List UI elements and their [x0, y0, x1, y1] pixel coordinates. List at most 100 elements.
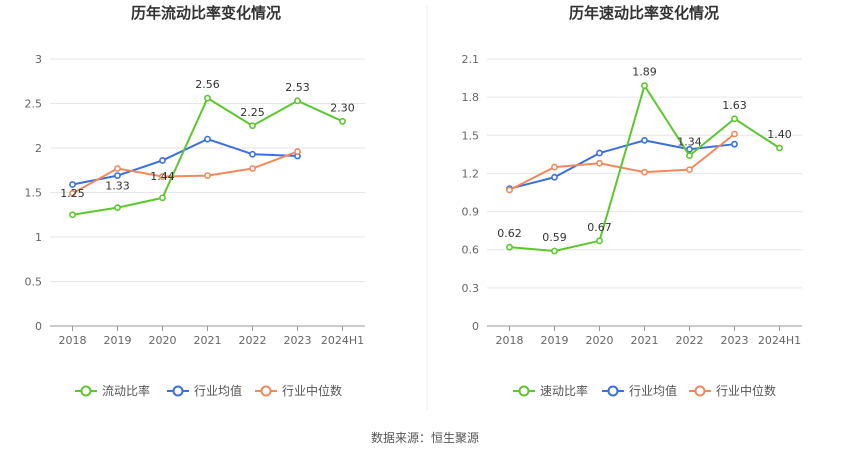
chart-title: 历年速动比率变化情况: [569, 4, 719, 22]
x-tick-label: 2024H1: [321, 334, 364, 347]
x-tick-label: 2022: [239, 334, 267, 347]
y-tick-label: 1.2: [462, 167, 480, 180]
legend-item-median[interactable]: 行业中位数: [689, 383, 776, 398]
x-tick-label: 2018: [59, 334, 87, 347]
source-label: 数据来源：恒生聚源: [371, 430, 479, 445]
legend-item-median[interactable]: 行业中位数: [255, 383, 342, 398]
x-tick-label: 2021: [194, 334, 222, 347]
data-label: 1.44: [150, 170, 175, 183]
data-point-main[interactable]: [506, 243, 513, 251]
legend-marker: [172, 385, 184, 397]
legend-item-main[interactable]: 速动比率: [513, 383, 588, 398]
data-point-main[interactable]: [641, 82, 648, 90]
data-label: 0.59: [542, 231, 567, 244]
y-tick-label: 0: [472, 320, 479, 333]
x-tick-label: 2020: [586, 334, 614, 347]
legend-item-avg[interactable]: 行业均值: [167, 383, 242, 398]
y-tick-label: 2.1: [462, 53, 480, 66]
data-point-avg[interactable]: [641, 136, 648, 144]
legend-marker: [518, 385, 530, 397]
data-point-main[interactable]: [69, 211, 76, 219]
y-tick-label: 1.8: [462, 91, 480, 104]
legend-label: 行业中位数: [282, 383, 342, 398]
data-point-avg[interactable]: [69, 181, 76, 188]
y-tick-label: 1.5: [25, 187, 43, 200]
data-label: 0.62: [497, 227, 522, 240]
data-point-avg[interactable]: [114, 172, 121, 179]
data-label: 2.53: [285, 81, 310, 94]
data-point-avg[interactable]: [731, 140, 738, 148]
y-tick-label: 0.5: [25, 276, 43, 289]
data-label: 2.30: [330, 101, 355, 114]
data-point-median[interactable]: [204, 172, 211, 179]
data-point-median[interactable]: [69, 189, 76, 197]
data-point-median[interactable]: [159, 173, 166, 180]
data-point-main[interactable]: [204, 94, 211, 102]
data-point-median[interactable]: [596, 159, 603, 167]
series-line-main: [72, 97, 343, 216]
data-point-median[interactable]: [506, 186, 513, 194]
y-tick-label: 0.3: [462, 282, 480, 295]
data-point-median[interactable]: [686, 166, 693, 174]
data-point-main[interactable]: [159, 194, 166, 202]
x-tick-label: 2021: [631, 334, 659, 347]
data-point-avg[interactable]: [159, 157, 166, 164]
legend-label: 行业均值: [194, 383, 242, 398]
legend-item-main[interactable]: 流动比率: [75, 383, 150, 398]
legend-item-avg[interactable]: 行业均值: [602, 383, 677, 398]
data-point-median[interactable]: [249, 165, 256, 172]
y-tick-label: 0: [35, 320, 42, 333]
data-point-main[interactable]: [114, 204, 121, 212]
data-point-avg[interactable]: [686, 145, 693, 153]
x-tick-label: 2023: [284, 334, 312, 347]
x-tick-label: 2022: [676, 334, 704, 347]
data-label: 1.40: [767, 128, 792, 141]
data-point-avg[interactable]: [596, 149, 603, 157]
data-label: 1.63: [722, 99, 747, 112]
data-point-median[interactable]: [294, 148, 301, 155]
series-line-median: [72, 150, 298, 195]
data-point-avg[interactable]: [551, 173, 558, 181]
data-label: 1.89: [632, 66, 657, 79]
data-point-main[interactable]: [596, 237, 603, 245]
y-tick-label: 3: [35, 53, 42, 66]
legend-label: 行业中位数: [716, 383, 776, 398]
quick-ratio-chart: 历年速动比率变化情况 0 0.3 0.6 0.9 1.2 1.5 1.8 2.1 2018 2019…: [462, 4, 802, 398]
data-label: 2.25: [240, 106, 265, 119]
data-label: 1.34: [677, 136, 702, 149]
x-tick-label: 2020: [149, 334, 177, 347]
x-tick-label: 2019: [104, 334, 132, 347]
y-tick-label: 2: [35, 142, 42, 155]
data-label: 2.56: [195, 78, 220, 91]
data-point-main[interactable]: [249, 122, 256, 130]
data-point-avg[interactable]: [249, 150, 256, 158]
data-point-median[interactable]: [731, 130, 738, 138]
data-label: 1.25: [60, 187, 85, 200]
legend-label: 流动比率: [102, 383, 150, 398]
legend-marker: [694, 385, 706, 397]
data-point-main[interactable]: [776, 144, 783, 152]
data-point-median[interactable]: [551, 163, 558, 171]
x-tick-label: 2024H1: [758, 334, 801, 347]
data-point-median[interactable]: [641, 168, 648, 176]
legend-marker: [80, 385, 92, 397]
data-point-median[interactable]: [114, 165, 121, 172]
data-point-main[interactable]: [731, 115, 738, 123]
data-label: 0.67: [587, 221, 612, 234]
data-label: 1.33: [105, 180, 130, 193]
data-point-main[interactable]: [294, 97, 301, 105]
x-tick-label: 2019: [541, 334, 569, 347]
x-tick-label: 2023: [721, 334, 749, 347]
x-tick-label: 2018: [496, 334, 524, 347]
data-point-main[interactable]: [339, 117, 346, 125]
legend-label: 行业均值: [629, 383, 677, 398]
chart-title: 历年流动比率变化情况: [131, 4, 281, 22]
legend-label: 速动比率: [540, 383, 588, 398]
data-point-main[interactable]: [551, 247, 558, 255]
data-point-main[interactable]: [686, 152, 693, 160]
legend-marker: [607, 385, 619, 397]
y-tick-label: 0.6: [462, 244, 480, 257]
data-point-avg[interactable]: [204, 135, 211, 143]
